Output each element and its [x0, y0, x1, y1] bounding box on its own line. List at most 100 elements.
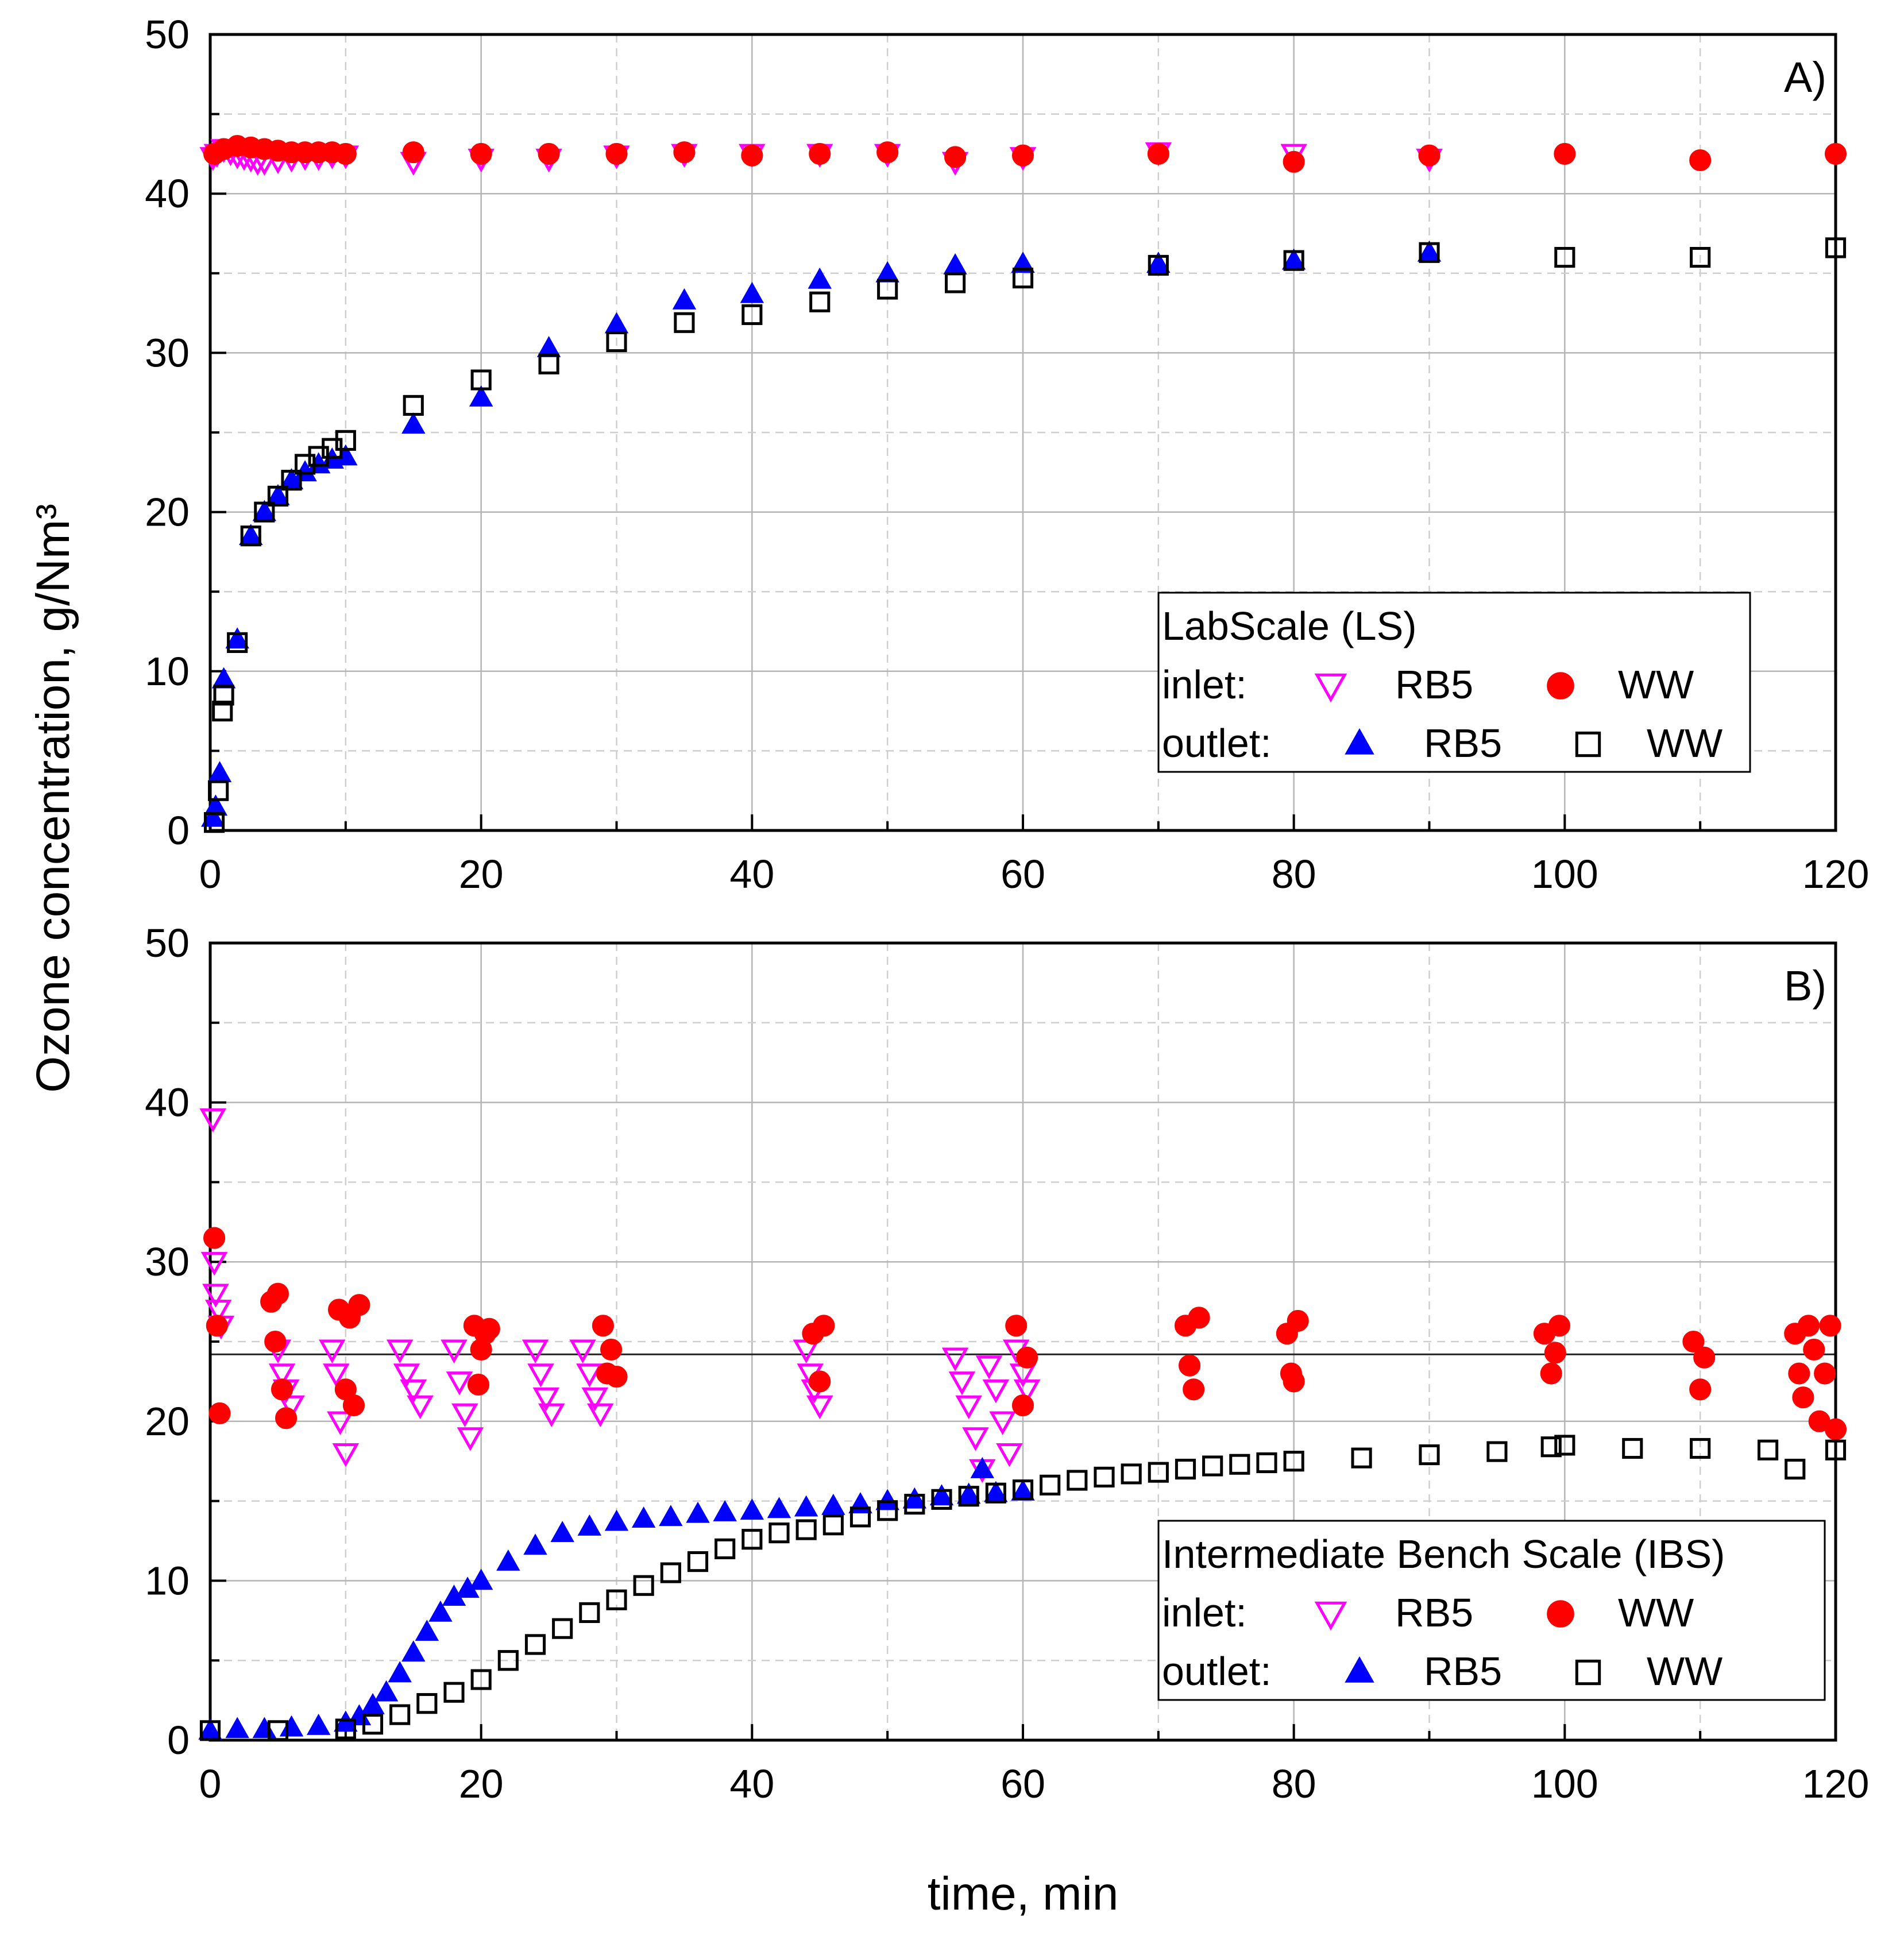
panel-b-point: [389, 1704, 411, 1725]
panel-b-point: [374, 1680, 399, 1702]
panel-a-legend-marker-inlet-rb5: [1314, 673, 1347, 703]
panel-b-point: [821, 1493, 845, 1515]
panel-a-legend-title: LabScale (LS): [1162, 604, 1417, 648]
panel-a-point: [605, 142, 628, 165]
panel-b-point: [1202, 1455, 1223, 1477]
panel-b-point: [264, 1330, 287, 1353]
panel-a-series-outlet-ww: [203, 237, 1847, 833]
panel-a-y-tick-label: 30: [145, 330, 190, 375]
panel-a-legend-markers: [1314, 672, 1601, 758]
panel-b-y-tick-label: 40: [145, 1080, 190, 1125]
panel-b-point: [1548, 1315, 1570, 1337]
panel-a-point: [808, 267, 832, 289]
panel-a-x-tick-label: 60: [1001, 852, 1045, 896]
panel-a-legend-inlet-rb5: RB5: [1395, 662, 1473, 707]
panel-a-legend-marker-outlet-rb5: [1345, 728, 1374, 755]
panel-a-series-outlet-rb5: [201, 240, 1442, 827]
panel-a-point: [227, 632, 248, 653]
panel-b-point: [306, 1713, 331, 1735]
panel-a-legend-outlet-rb5: RB5: [1424, 721, 1502, 766]
panel-b-point: [1814, 1362, 1836, 1385]
panel-b-point: [794, 1495, 818, 1517]
panel-b-point: [199, 1720, 221, 1741]
panel-a-y-tick-labels: 0 10 20 30 40 50: [145, 12, 190, 853]
panel-b-point: [713, 1500, 737, 1521]
panel-a-point: [809, 142, 831, 165]
panel-a-x-tick-label: 40: [729, 852, 774, 896]
panel-b-point: [1785, 1459, 1806, 1480]
panel-b-point: [522, 1339, 549, 1363]
panel-b-legend-outlet-rb5: RB5: [1424, 1649, 1502, 1694]
panel-b-point: [204, 1300, 232, 1324]
panel-b-point: [1011, 1394, 1034, 1417]
panel-a-point: [1283, 150, 1305, 173]
panel-a-point: [267, 485, 288, 507]
panel-b-point: [576, 1363, 603, 1388]
panel-b-point: [606, 1589, 627, 1610]
panel-a-point: [1554, 247, 1575, 268]
panel-b-point: [1351, 1447, 1372, 1469]
panel-a-point: [1824, 142, 1847, 165]
panel-a-point: [945, 272, 966, 293]
panel-b-series-outlet-ww: [199, 1435, 1847, 1741]
panel-b-point: [267, 1720, 288, 1741]
panel-b-legend-title: Intermediate Bench Scale (IBS): [1162, 1532, 1725, 1576]
panel-b-x-tick-label: 100: [1531, 1761, 1598, 1806]
panel-b-point: [1148, 1462, 1169, 1483]
panel-b-point: [1622, 1437, 1643, 1459]
panel-a-point: [225, 627, 249, 649]
panel-b-point: [605, 1366, 628, 1388]
panel-b-legend-inlet-rb5: RB5: [1395, 1590, 1473, 1635]
panel-b-point: [1788, 1362, 1810, 1385]
panel-a-y-tick-label: 10: [145, 649, 190, 694]
panel-b-point: [577, 1514, 602, 1536]
panel-b-point: [478, 1317, 500, 1340]
panel-b-point: [267, 1282, 289, 1305]
panel-b-y-tick-label: 0: [167, 1718, 190, 1763]
panel-b-point: [1175, 1459, 1196, 1480]
panel-b-point: [524, 1634, 546, 1655]
panel-a-point: [538, 353, 559, 374]
panel-b-point: [795, 1519, 817, 1540]
panel-b-point: [604, 1509, 629, 1531]
panel-b-point: [929, 1484, 954, 1506]
panel-a-y-tick-label: 50: [145, 12, 190, 57]
panel-b-point: [958, 1486, 979, 1507]
panel-b-point: [902, 1487, 927, 1509]
panel-a-point: [213, 685, 234, 706]
panel-b-point: [386, 1339, 414, 1363]
panel-b-point: [271, 1378, 293, 1401]
panel-b-point: [579, 1602, 600, 1624]
panel-b-point: [1256, 1452, 1277, 1474]
panel-b-point: [1682, 1330, 1705, 1353]
panel-b-legend-inlet-label: inlet:: [1162, 1590, 1247, 1635]
panel-a-point: [673, 141, 696, 164]
panel-a-legend-outlet-label: outlet:: [1162, 721, 1272, 766]
panel-a-point: [334, 142, 357, 165]
panel-a-point: [469, 385, 493, 407]
panel-b-point: [1554, 1435, 1575, 1456]
panel-b-x-tick-label: 20: [459, 1761, 504, 1806]
panel-b-point: [687, 1551, 709, 1572]
panel-b-point: [206, 1315, 228, 1337]
panel-b-point: [199, 1108, 226, 1133]
panel-b-point: [982, 1379, 1010, 1404]
panel-a-series-inlet-ww: [203, 134, 1847, 173]
panel-b-point: [348, 1294, 370, 1316]
panel-b-point: [849, 1506, 871, 1528]
x-axis-title: time, min: [928, 1868, 1119, 1920]
panel-b-point: [400, 1379, 427, 1404]
panel-b-point: [767, 1497, 791, 1518]
panel-a-point: [470, 142, 492, 165]
panel-b-point: [904, 1494, 925, 1515]
panel-b-point: [441, 1339, 468, 1363]
panel-b-point: [633, 1575, 654, 1596]
panel-b-point: [660, 1562, 681, 1583]
panel-a-data-marks: [199, 134, 1847, 833]
panel-a-point: [1147, 142, 1169, 165]
panel-b-point: [446, 1371, 473, 1396]
panel-b-point: [208, 1402, 231, 1424]
panel-b-point: [1797, 1315, 1820, 1337]
panel-a-point: [1012, 268, 1034, 289]
panel-a-point: [254, 501, 275, 523]
